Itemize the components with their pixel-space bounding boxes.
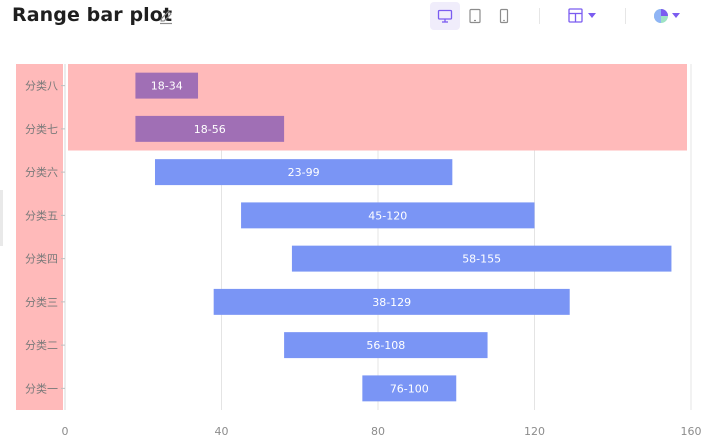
bar — [241, 202, 535, 229]
theme-color-icon — [654, 9, 680, 23]
x-tick-label: 40 — [215, 425, 229, 438]
chart-header: Range bar plot — [0, 0, 706, 34]
pencil-icon[interactable] — [158, 9, 174, 25]
bar — [291, 245, 672, 272]
category-tick-label: 分类一 — [25, 381, 58, 395]
category-tick-label: 分类二 — [25, 338, 58, 352]
theme-menu-button[interactable] — [650, 4, 686, 28]
bar — [135, 72, 199, 99]
bar-data-label: 76-100 — [390, 382, 429, 395]
desktop-icon — [437, 9, 453, 23]
bar-data-label: 23-99 — [288, 166, 320, 179]
bar-data-label: 56-108 — [366, 339, 405, 352]
bar — [135, 115, 285, 142]
toolbar-divider — [539, 8, 540, 24]
layout-menu-button[interactable] — [566, 4, 602, 28]
x-tick-label: 80 — [371, 425, 385, 438]
category-tick-label: 分类八 — [25, 79, 58, 93]
desktop-view-button[interactable] — [430, 2, 460, 30]
toolbar-divider — [625, 8, 626, 24]
bar-data-label: 45-120 — [368, 209, 407, 222]
x-tick-label: 0 — [62, 425, 69, 438]
x-tick-label: 120 — [524, 425, 545, 438]
x-tick-label: 160 — [681, 425, 702, 438]
category-tick-label: 分类六 — [25, 165, 58, 179]
bar-data-label: 18-56 — [194, 123, 226, 136]
tablet-view-button[interactable] — [460, 2, 490, 30]
mobile-view-button[interactable] — [489, 2, 519, 30]
layout-icon — [568, 8, 596, 23]
category-axis-highlight — [16, 64, 63, 410]
page-title: Range bar plot — [12, 4, 173, 26]
category-tick-label: 分类四 — [25, 252, 58, 266]
bar-data-label: 38-129 — [372, 296, 411, 309]
panel-edge — [0, 190, 3, 246]
category-tick-label: 分类五 — [25, 208, 58, 222]
mobile-icon — [499, 8, 509, 24]
bar — [213, 288, 570, 315]
category-tick-label: 分类三 — [25, 295, 58, 309]
bar — [284, 332, 488, 359]
category-tick-label: 分类七 — [25, 122, 58, 136]
bar — [362, 375, 457, 402]
bar — [154, 159, 453, 186]
bar-data-label: 18-34 — [151, 80, 183, 93]
tablet-icon — [469, 8, 481, 24]
bar-data-label: 58-155 — [462, 253, 501, 266]
